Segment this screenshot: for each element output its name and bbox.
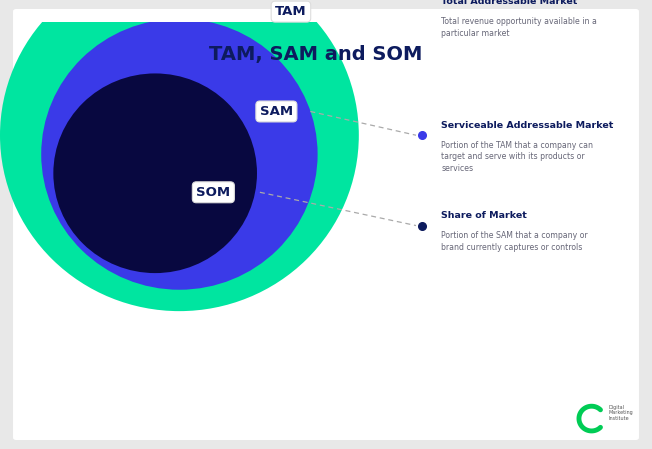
Text: Portion of the SAM that a company or
brand currently captures or controls: Portion of the SAM that a company or bra…	[441, 231, 588, 252]
Text: Digital
Marketing
Institute: Digital Marketing Institute	[608, 405, 633, 421]
Text: SAM: SAM	[260, 105, 293, 118]
Text: Share of Market: Share of Market	[441, 211, 527, 220]
Text: Total Addressable Market: Total Addressable Market	[441, 0, 578, 6]
Text: TAM: TAM	[275, 5, 306, 18]
Text: Serviceable Addressable Market: Serviceable Addressable Market	[441, 120, 614, 129]
Ellipse shape	[41, 19, 318, 290]
Text: SOM: SOM	[196, 186, 230, 199]
Ellipse shape	[53, 74, 257, 273]
Text: Portion of the TAM that a company can
target and serve with its products or
serv: Portion of the TAM that a company can ta…	[441, 141, 593, 173]
Ellipse shape	[0, 0, 359, 311]
Text: Total revenue opportunity available in a
particular market: Total revenue opportunity available in a…	[441, 18, 597, 38]
Text: TAM, SAM and SOM: TAM, SAM and SOM	[209, 45, 423, 64]
